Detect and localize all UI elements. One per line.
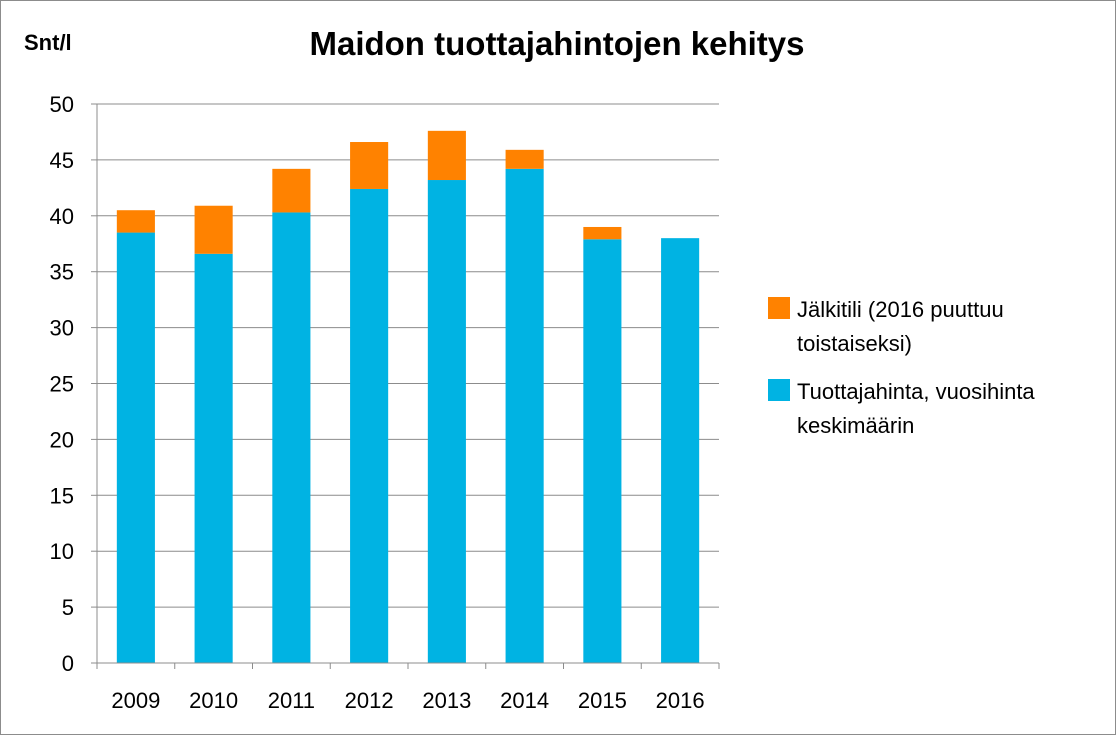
- bar-segment: [350, 188, 389, 663]
- x-tick-label: 2016: [656, 688, 705, 713]
- bar-segment: [427, 130, 466, 181]
- legend-swatch: [768, 297, 790, 319]
- x-tick-label: 2011: [268, 688, 315, 713]
- legend: Jälkitili (2016 puuttuu toistaiseksi) Tuot…: [768, 297, 1035, 438]
- y-tick-label: 40: [50, 204, 74, 229]
- x-tick-label: 2009: [111, 688, 160, 713]
- bar-segment: [194, 205, 233, 254]
- y-tick-label: 20: [50, 427, 74, 452]
- y-tick-label: 45: [50, 148, 74, 173]
- bar-segment: [116, 210, 155, 233]
- y-tick-label: 10: [50, 539, 74, 564]
- y-tick-label: 25: [50, 372, 74, 397]
- bar-segment: [116, 232, 155, 663]
- bar-segment: [583, 226, 622, 240]
- legend-entry-label: Jälkitili (2016 puuttuu toistaiseksi): [797, 297, 1004, 356]
- legend-entry-label: Tuottajahinta, vuosihinta keskimäärin: [797, 379, 1035, 438]
- bar-segment: [583, 239, 622, 663]
- bar-segment: [350, 142, 389, 189]
- y-axis-unit-label: Snt/l: [24, 30, 72, 55]
- y-tick-label: 0: [62, 651, 74, 676]
- x-tick-label: 2010: [189, 688, 238, 713]
- bar-segment: [661, 238, 700, 663]
- axes: 0 5 10 15 20 25 30 35 40 45 50 2009 2010 2011 2012 2013…: [50, 92, 720, 713]
- bar-segment: [194, 253, 233, 663]
- y-tick-label: 5: [62, 595, 74, 620]
- x-tick-label: 2015: [578, 688, 627, 713]
- y-tick-label: 35: [50, 260, 74, 285]
- bar-segment: [427, 180, 466, 664]
- bar-segment: [272, 168, 311, 213]
- legend-swatch: [768, 379, 790, 401]
- x-tick-label: 2014: [500, 688, 549, 713]
- x-tick-label: 2013: [422, 688, 471, 713]
- y-tick-label: 50: [50, 92, 74, 117]
- bar-segment: [505, 168, 544, 663]
- bars: [116, 130, 700, 664]
- x-tick-label: 2012: [345, 688, 394, 713]
- y-tick-label: 15: [50, 483, 74, 508]
- bar-segment: [272, 212, 311, 664]
- bar-segment: [505, 149, 544, 169]
- chart-title: Maidon tuottajahintojen kehitys: [309, 25, 804, 62]
- gridlines: [97, 103, 719, 608]
- y-tick-label: 30: [50, 316, 74, 341]
